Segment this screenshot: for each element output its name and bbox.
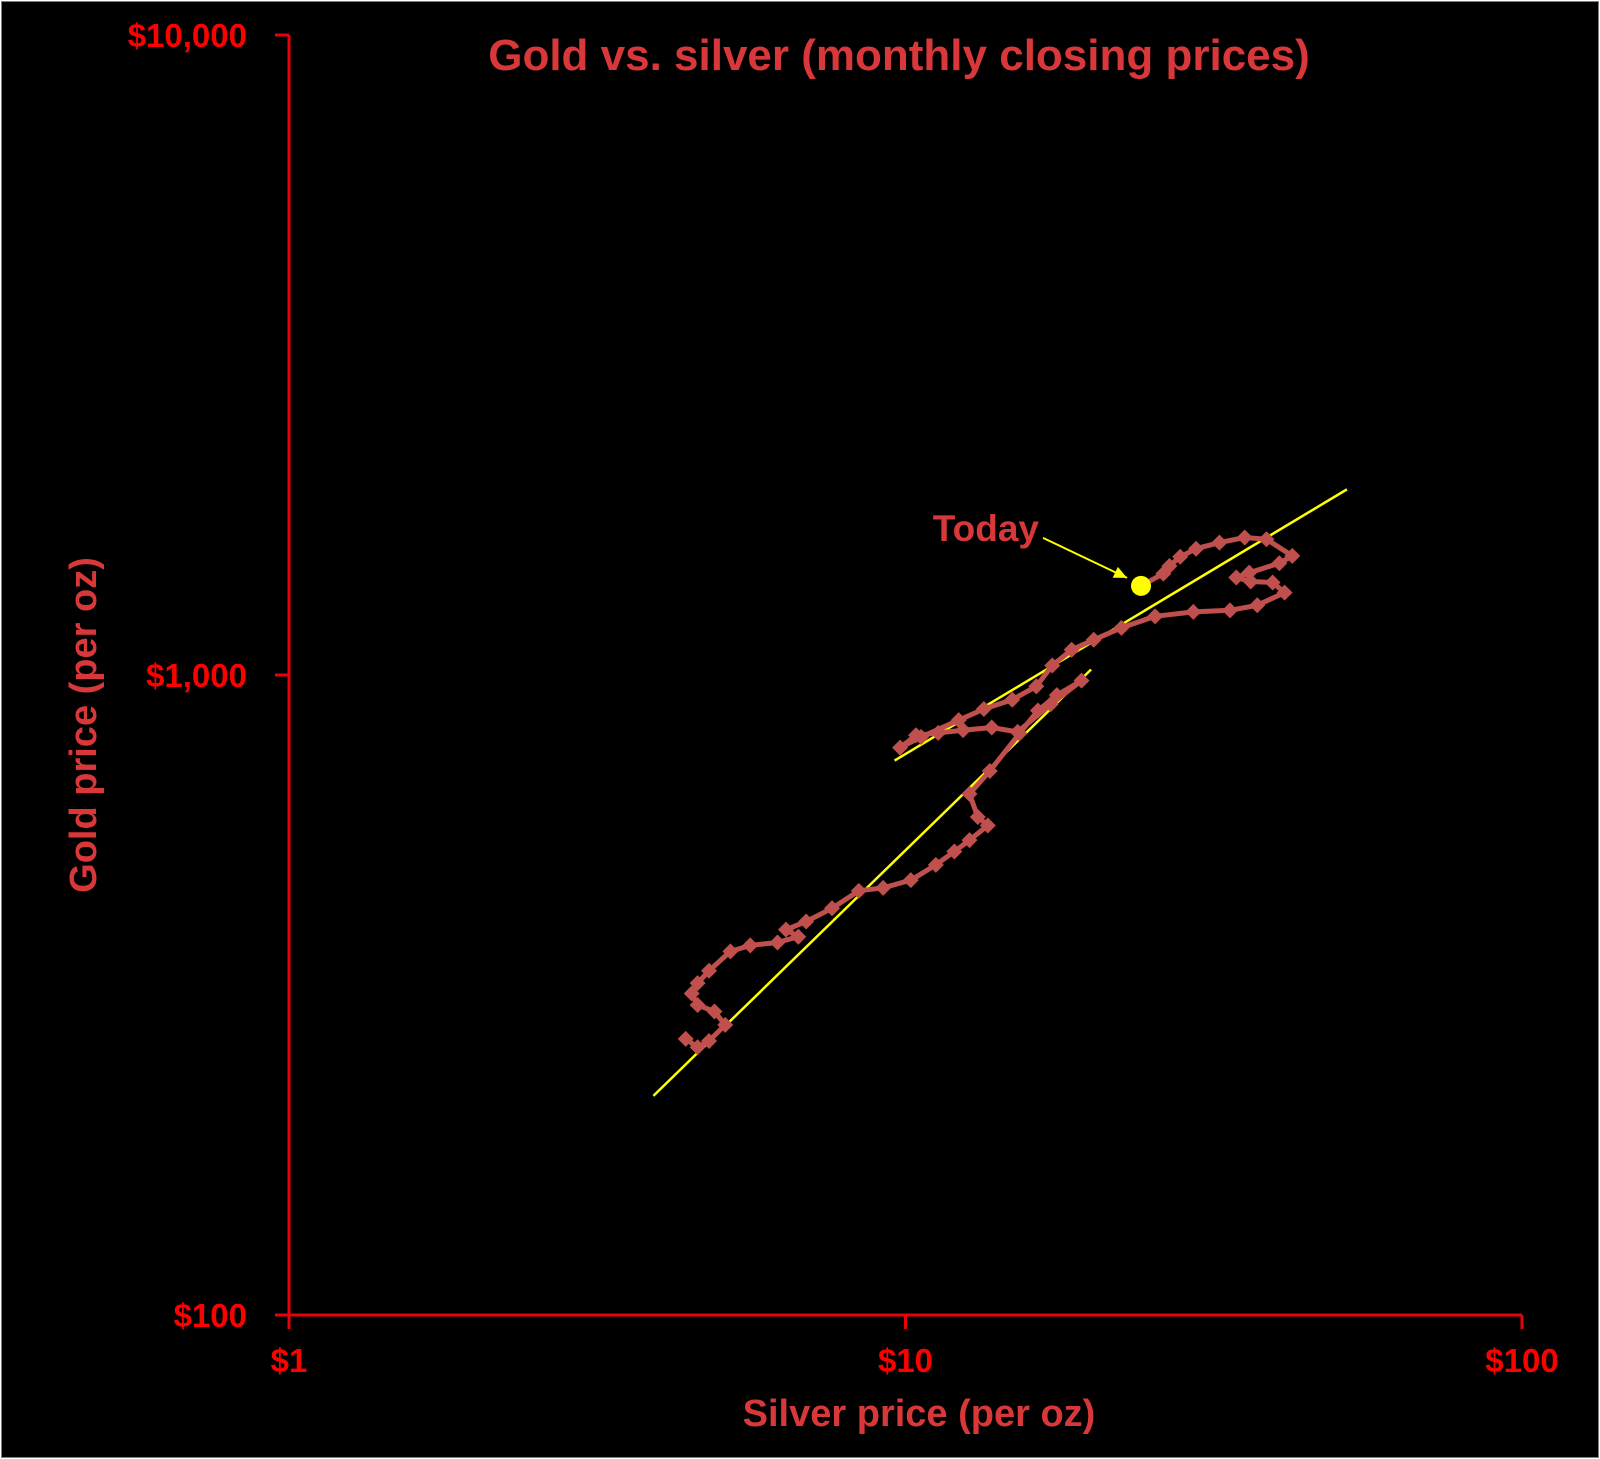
data-point <box>778 921 795 938</box>
data-point <box>1172 548 1189 565</box>
x-tick-label: $1 <box>271 1342 308 1379</box>
x-tick-label: $10 <box>878 1342 933 1379</box>
chart-title: Gold vs. silver (monthly closing prices) <box>488 31 1310 80</box>
data-point <box>689 1039 706 1056</box>
today-label: Today <box>933 508 1040 549</box>
data-point <box>1063 641 1080 658</box>
data-point <box>892 739 909 756</box>
data-point <box>742 937 759 954</box>
data-point <box>1264 574 1281 591</box>
data-point <box>1284 547 1301 564</box>
data-point <box>1009 723 1026 740</box>
data-point <box>1004 691 1021 708</box>
data-point <box>969 808 986 825</box>
data-point <box>850 882 867 899</box>
today-annotation: Today <box>933 508 1152 596</box>
data-point <box>1211 534 1228 551</box>
data-point <box>700 962 717 979</box>
data-point <box>975 700 992 717</box>
series-gold-vs-silver <box>677 529 1301 1056</box>
today-point <box>1131 575 1152 596</box>
axis-ticks: $100 $1,000 $10,000 $1 $10 $100 <box>128 17 1559 1379</box>
data-point <box>983 719 1000 736</box>
data-point <box>1271 555 1288 572</box>
data-point <box>1185 603 1202 620</box>
data-point <box>1155 565 1172 582</box>
data-point <box>689 997 706 1014</box>
data-point <box>1228 569 1245 586</box>
today-arrow <box>1042 536 1128 579</box>
data-point <box>1236 529 1253 546</box>
data-point <box>1113 619 1130 636</box>
data-point <box>930 724 947 741</box>
data-point <box>946 843 963 860</box>
data-point <box>950 712 967 729</box>
data-point <box>979 817 996 834</box>
y-tick-label: $10,000 <box>128 17 247 54</box>
data-point <box>824 900 841 917</box>
data-point <box>1221 602 1238 619</box>
data-point <box>1029 702 1046 719</box>
data-point <box>1085 631 1102 648</box>
y-tick-label: $100 <box>174 1297 247 1334</box>
data-point <box>1188 540 1205 557</box>
data-point <box>722 943 739 960</box>
data-point <box>1147 608 1164 625</box>
axes <box>287 35 1522 1317</box>
data-point <box>981 762 998 779</box>
data-point <box>875 879 892 896</box>
data-point <box>769 934 786 951</box>
data-point <box>790 928 807 945</box>
data-point <box>1249 597 1266 614</box>
data-point <box>1028 678 1045 695</box>
data-point <box>798 913 815 930</box>
data-point <box>683 985 700 1002</box>
data-point <box>1042 696 1059 713</box>
data-point <box>961 785 978 802</box>
series-line <box>684 535 1295 1050</box>
y-tick-label: $1,000 <box>146 657 247 694</box>
y-axis-label: Gold price (per oz) <box>63 557 105 893</box>
x-axis-label: Silver price (per oz) <box>743 1393 1096 1435</box>
data-point <box>1073 672 1090 689</box>
data-point <box>1276 584 1293 601</box>
data-point <box>961 832 978 849</box>
data-point <box>1241 564 1258 581</box>
data-point <box>700 1032 717 1049</box>
data-point <box>1258 531 1275 548</box>
data-point <box>927 856 944 873</box>
data-point <box>913 729 930 746</box>
data-point <box>717 1016 734 1033</box>
today-arrow-head <box>1112 566 1128 578</box>
data-point <box>1044 657 1061 674</box>
data-point <box>677 1030 694 1047</box>
data-point <box>689 975 706 992</box>
data-point <box>902 872 919 889</box>
data-point <box>706 1003 723 1020</box>
plot-area <box>652 488 1348 1097</box>
x-tick-label: $100 <box>1485 1342 1558 1379</box>
